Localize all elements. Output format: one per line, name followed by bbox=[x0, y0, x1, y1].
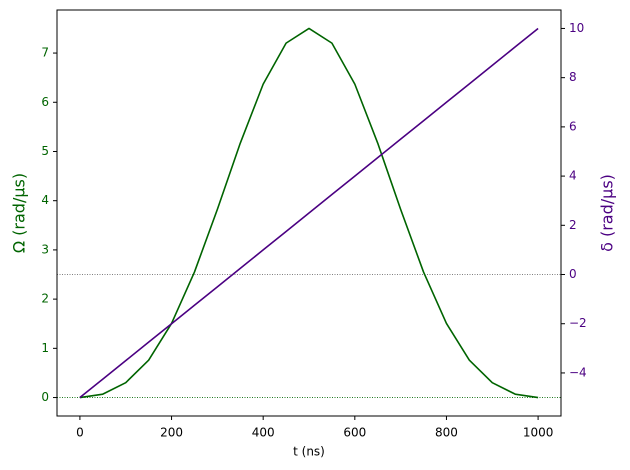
y2-tick-label: −4 bbox=[569, 365, 587, 379]
y-tick-label: 0 bbox=[41, 390, 49, 404]
series-line bbox=[79, 27, 539, 399]
x-tick-label: 200 bbox=[160, 426, 183, 440]
y-tick-label: 7 bbox=[41, 46, 49, 60]
y2-tick-label: 4 bbox=[569, 169, 577, 183]
y2-tick-label: −2 bbox=[569, 316, 587, 330]
y2-tick-label: 8 bbox=[569, 70, 577, 84]
y-tick-label: 3 bbox=[41, 242, 49, 256]
x-axis-label: t (ns) bbox=[293, 445, 325, 459]
y2-tick-label: 10 bbox=[569, 21, 584, 35]
y2-axis-label: δ (rad/µs) bbox=[598, 174, 617, 252]
y-tick-label: 2 bbox=[41, 292, 49, 306]
y2-tick-label: 0 bbox=[569, 267, 577, 281]
plot-frame bbox=[56, 9, 562, 417]
x-tick-label: 600 bbox=[343, 426, 366, 440]
y2-tick-label: 2 bbox=[569, 218, 577, 232]
y-tick-label: 1 bbox=[41, 341, 49, 355]
y2-tick-label: 6 bbox=[569, 119, 577, 133]
y-tick-label: 6 bbox=[41, 95, 49, 109]
series-line bbox=[79, 27, 539, 399]
x-tick-label: 400 bbox=[252, 426, 275, 440]
y-axis-label: Ω (rad/µs) bbox=[10, 173, 29, 253]
x-tick-label: 1000 bbox=[523, 426, 554, 440]
x-tick-label: 800 bbox=[435, 426, 458, 440]
y-tick-label: 4 bbox=[41, 193, 49, 207]
x-tick-label: 0 bbox=[76, 426, 84, 440]
y-tick-label: 5 bbox=[41, 144, 49, 158]
